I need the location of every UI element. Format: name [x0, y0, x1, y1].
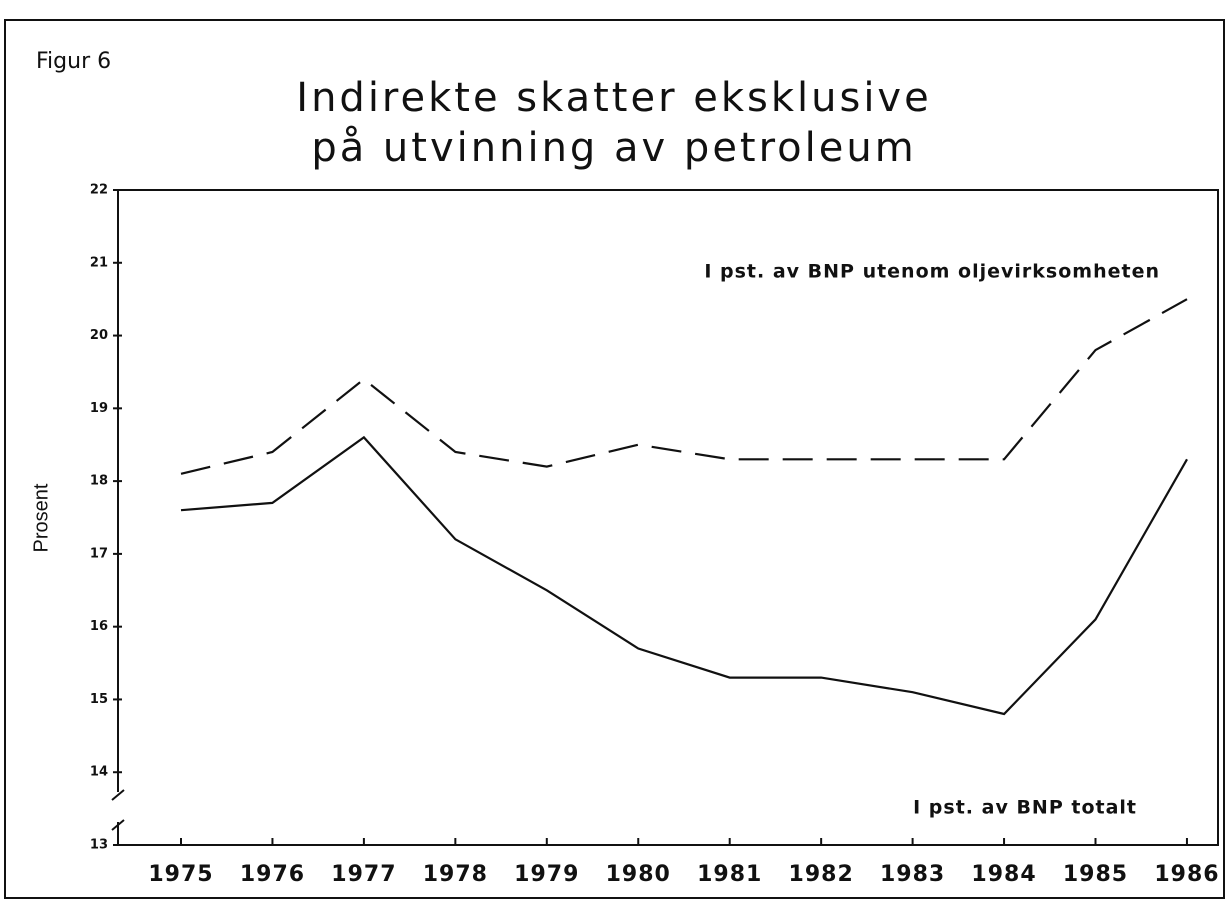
- figure-label: Figur 6: [36, 49, 111, 74]
- chart-title: på utvinning av petroleum: [311, 125, 916, 171]
- series-label: I pst. av BNP utenom oljevirksomheten: [704, 261, 1160, 283]
- y-tick-label: 16: [90, 619, 108, 634]
- y-tick-label: 17: [90, 546, 108, 561]
- x-tick-label: 1984: [971, 862, 1036, 887]
- x-tick-label: 1985: [1063, 862, 1128, 887]
- x-tick-label: 1983: [880, 862, 945, 887]
- series-label: I pst. av BNP totalt: [913, 797, 1137, 819]
- y-tick-label: 20: [90, 328, 108, 343]
- y-tick-label: 13: [90, 838, 108, 853]
- y-tick-label: 15: [90, 692, 108, 707]
- plot-frame: [117, 189, 1219, 846]
- y-axis-label: Prosent: [30, 483, 52, 552]
- y-tick-label: 22: [90, 183, 108, 198]
- x-tick-label: 1979: [514, 862, 579, 887]
- series-line: [180, 435, 1188, 716]
- frame: [4, 19, 1225, 899]
- y-tick-label: 14: [90, 765, 108, 780]
- x-tick-label: 1976: [240, 862, 305, 887]
- x-tick-label: 1978: [423, 862, 488, 887]
- x-tick-label: 1986: [1154, 862, 1219, 887]
- series-line: [180, 298, 1188, 475]
- x-tick-label: 1975: [148, 862, 213, 887]
- y-tick-label: 18: [90, 474, 108, 489]
- x-tick-label: 1982: [789, 862, 854, 887]
- x-tick-label: 1977: [331, 862, 396, 887]
- y-tick-label: 21: [90, 255, 108, 270]
- x-tick-label: 1980: [606, 862, 671, 887]
- chart-title: Indirekte skatter eksklusive: [296, 75, 931, 121]
- x-tick-label: 1981: [697, 862, 762, 887]
- y-tick-label: 19: [90, 401, 108, 416]
